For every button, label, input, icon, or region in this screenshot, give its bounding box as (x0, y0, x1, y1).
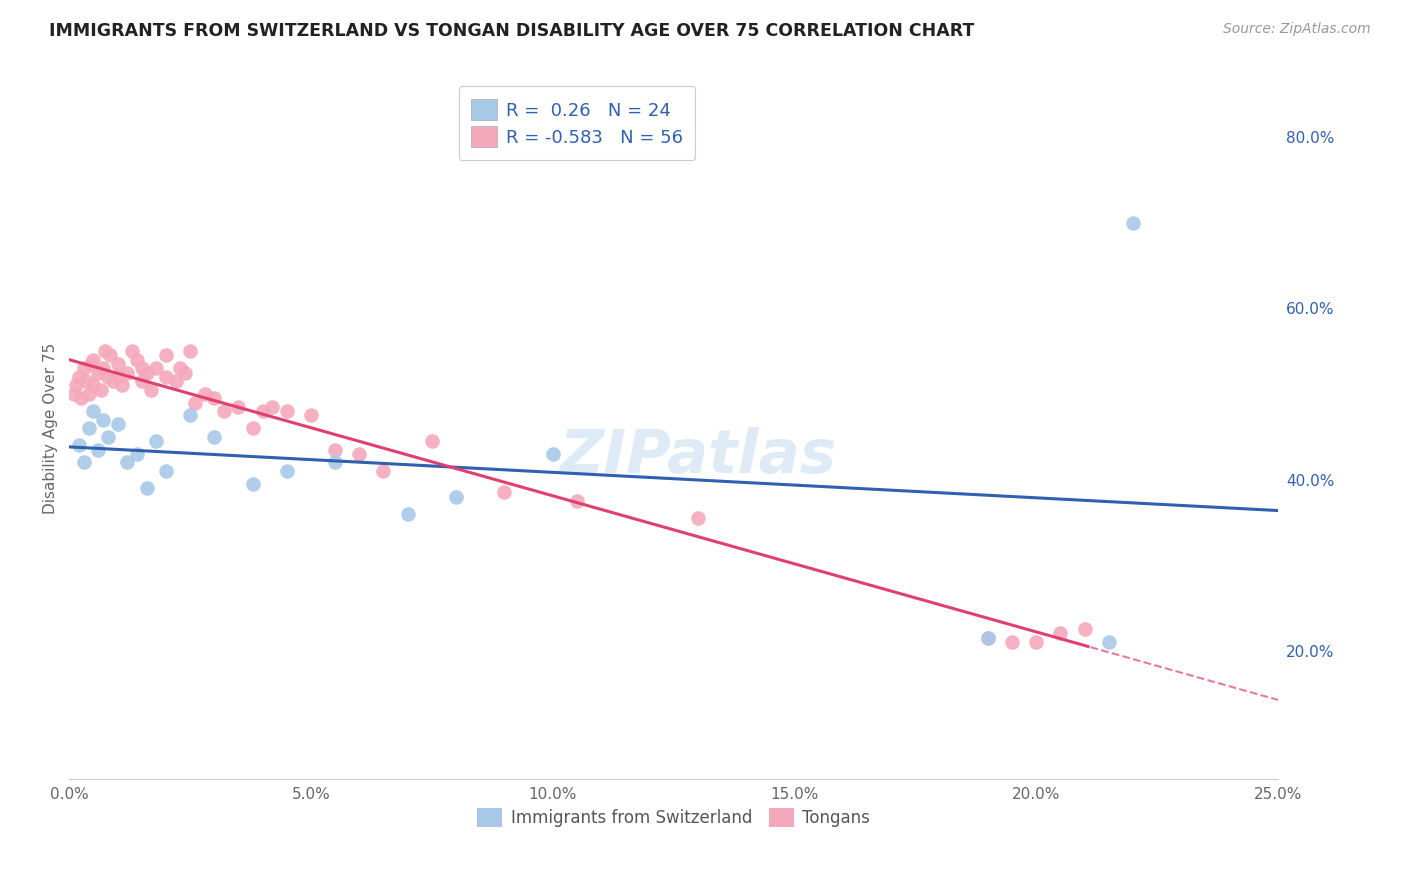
Point (276, 464, 298, 478)
Point (65, 378, 87, 392)
Point (98, 349, 121, 363)
Point (212, 404, 235, 418)
Point (107, 369, 129, 384)
Point (169, 361, 191, 376)
Point (91, 361, 114, 376)
Point (117, 366, 139, 380)
Point (1001, 635, 1024, 649)
Point (174, 366, 197, 380)
Point (73, 455, 96, 469)
Point (87, 442, 110, 457)
Point (125, 447, 148, 461)
Point (194, 387, 217, 401)
Point (97, 430, 120, 444)
Point (977, 631, 1000, 645)
Point (63, 387, 86, 401)
Point (90, 383, 112, 397)
Point (87, 366, 110, 380)
Point (565, 494, 588, 508)
Point (67, 438, 90, 452)
Point (252, 404, 274, 418)
Point (276, 404, 298, 418)
Point (77, 387, 100, 401)
Text: IMMIGRANTS FROM SWITZERLAND VS TONGAN DISABILITY AGE OVER 75 CORRELATION CHART: IMMIGRANTS FROM SWITZERLAND VS TONGAN DI… (49, 22, 974, 40)
Point (141, 383, 163, 397)
Point (70, 391, 93, 405)
Point (75, 374, 97, 388)
Point (299, 409, 322, 423)
Point (420, 434, 443, 448)
Point (1073, 622, 1095, 636)
Point (125, 352, 148, 367)
Point (396, 507, 419, 521)
Point (97, 369, 120, 384)
Point (323, 455, 346, 469)
Point (117, 455, 139, 469)
Point (145, 361, 167, 376)
Point (444, 490, 467, 504)
Point (184, 395, 207, 409)
Point (1025, 635, 1047, 649)
Point (541, 447, 564, 461)
Point (73, 361, 96, 376)
Point (131, 361, 153, 376)
Point (262, 400, 284, 414)
Point (82, 378, 104, 392)
Point (179, 344, 201, 359)
Legend: Immigrants from Switzerland, Tongans: Immigrants from Switzerland, Tongans (471, 801, 876, 834)
Point (242, 421, 264, 435)
Text: Source: ZipAtlas.com: Source: ZipAtlas.com (1223, 22, 1371, 37)
Point (242, 476, 264, 491)
Point (155, 349, 177, 363)
Point (101, 374, 124, 388)
Point (202, 391, 225, 405)
Point (165, 374, 187, 388)
Point (1049, 626, 1071, 640)
Point (1122, 216, 1144, 230)
Point (202, 430, 225, 444)
Point (155, 369, 177, 384)
Point (121, 344, 143, 359)
Point (82, 404, 104, 418)
Point (107, 357, 129, 371)
Point (135, 366, 157, 380)
Point (145, 434, 167, 448)
Point (91, 412, 114, 426)
Point (107, 417, 129, 431)
Point (111, 378, 134, 392)
Point (228, 400, 250, 414)
Text: ZIPatlas: ZIPatlas (560, 426, 837, 486)
Point (67, 369, 90, 384)
Point (80, 357, 103, 371)
Point (135, 481, 157, 495)
Y-axis label: Disability Age Over 75: Disability Age Over 75 (44, 343, 58, 514)
Point (82, 352, 104, 367)
Point (349, 447, 371, 461)
Point (77, 421, 100, 435)
Point (131, 374, 153, 388)
Point (94, 344, 117, 359)
Point (373, 464, 395, 478)
Point (155, 464, 177, 478)
Point (323, 442, 346, 457)
Point (494, 485, 516, 500)
Point (179, 409, 201, 423)
Point (686, 511, 709, 525)
Point (977, 631, 1000, 645)
Point (1098, 635, 1121, 649)
